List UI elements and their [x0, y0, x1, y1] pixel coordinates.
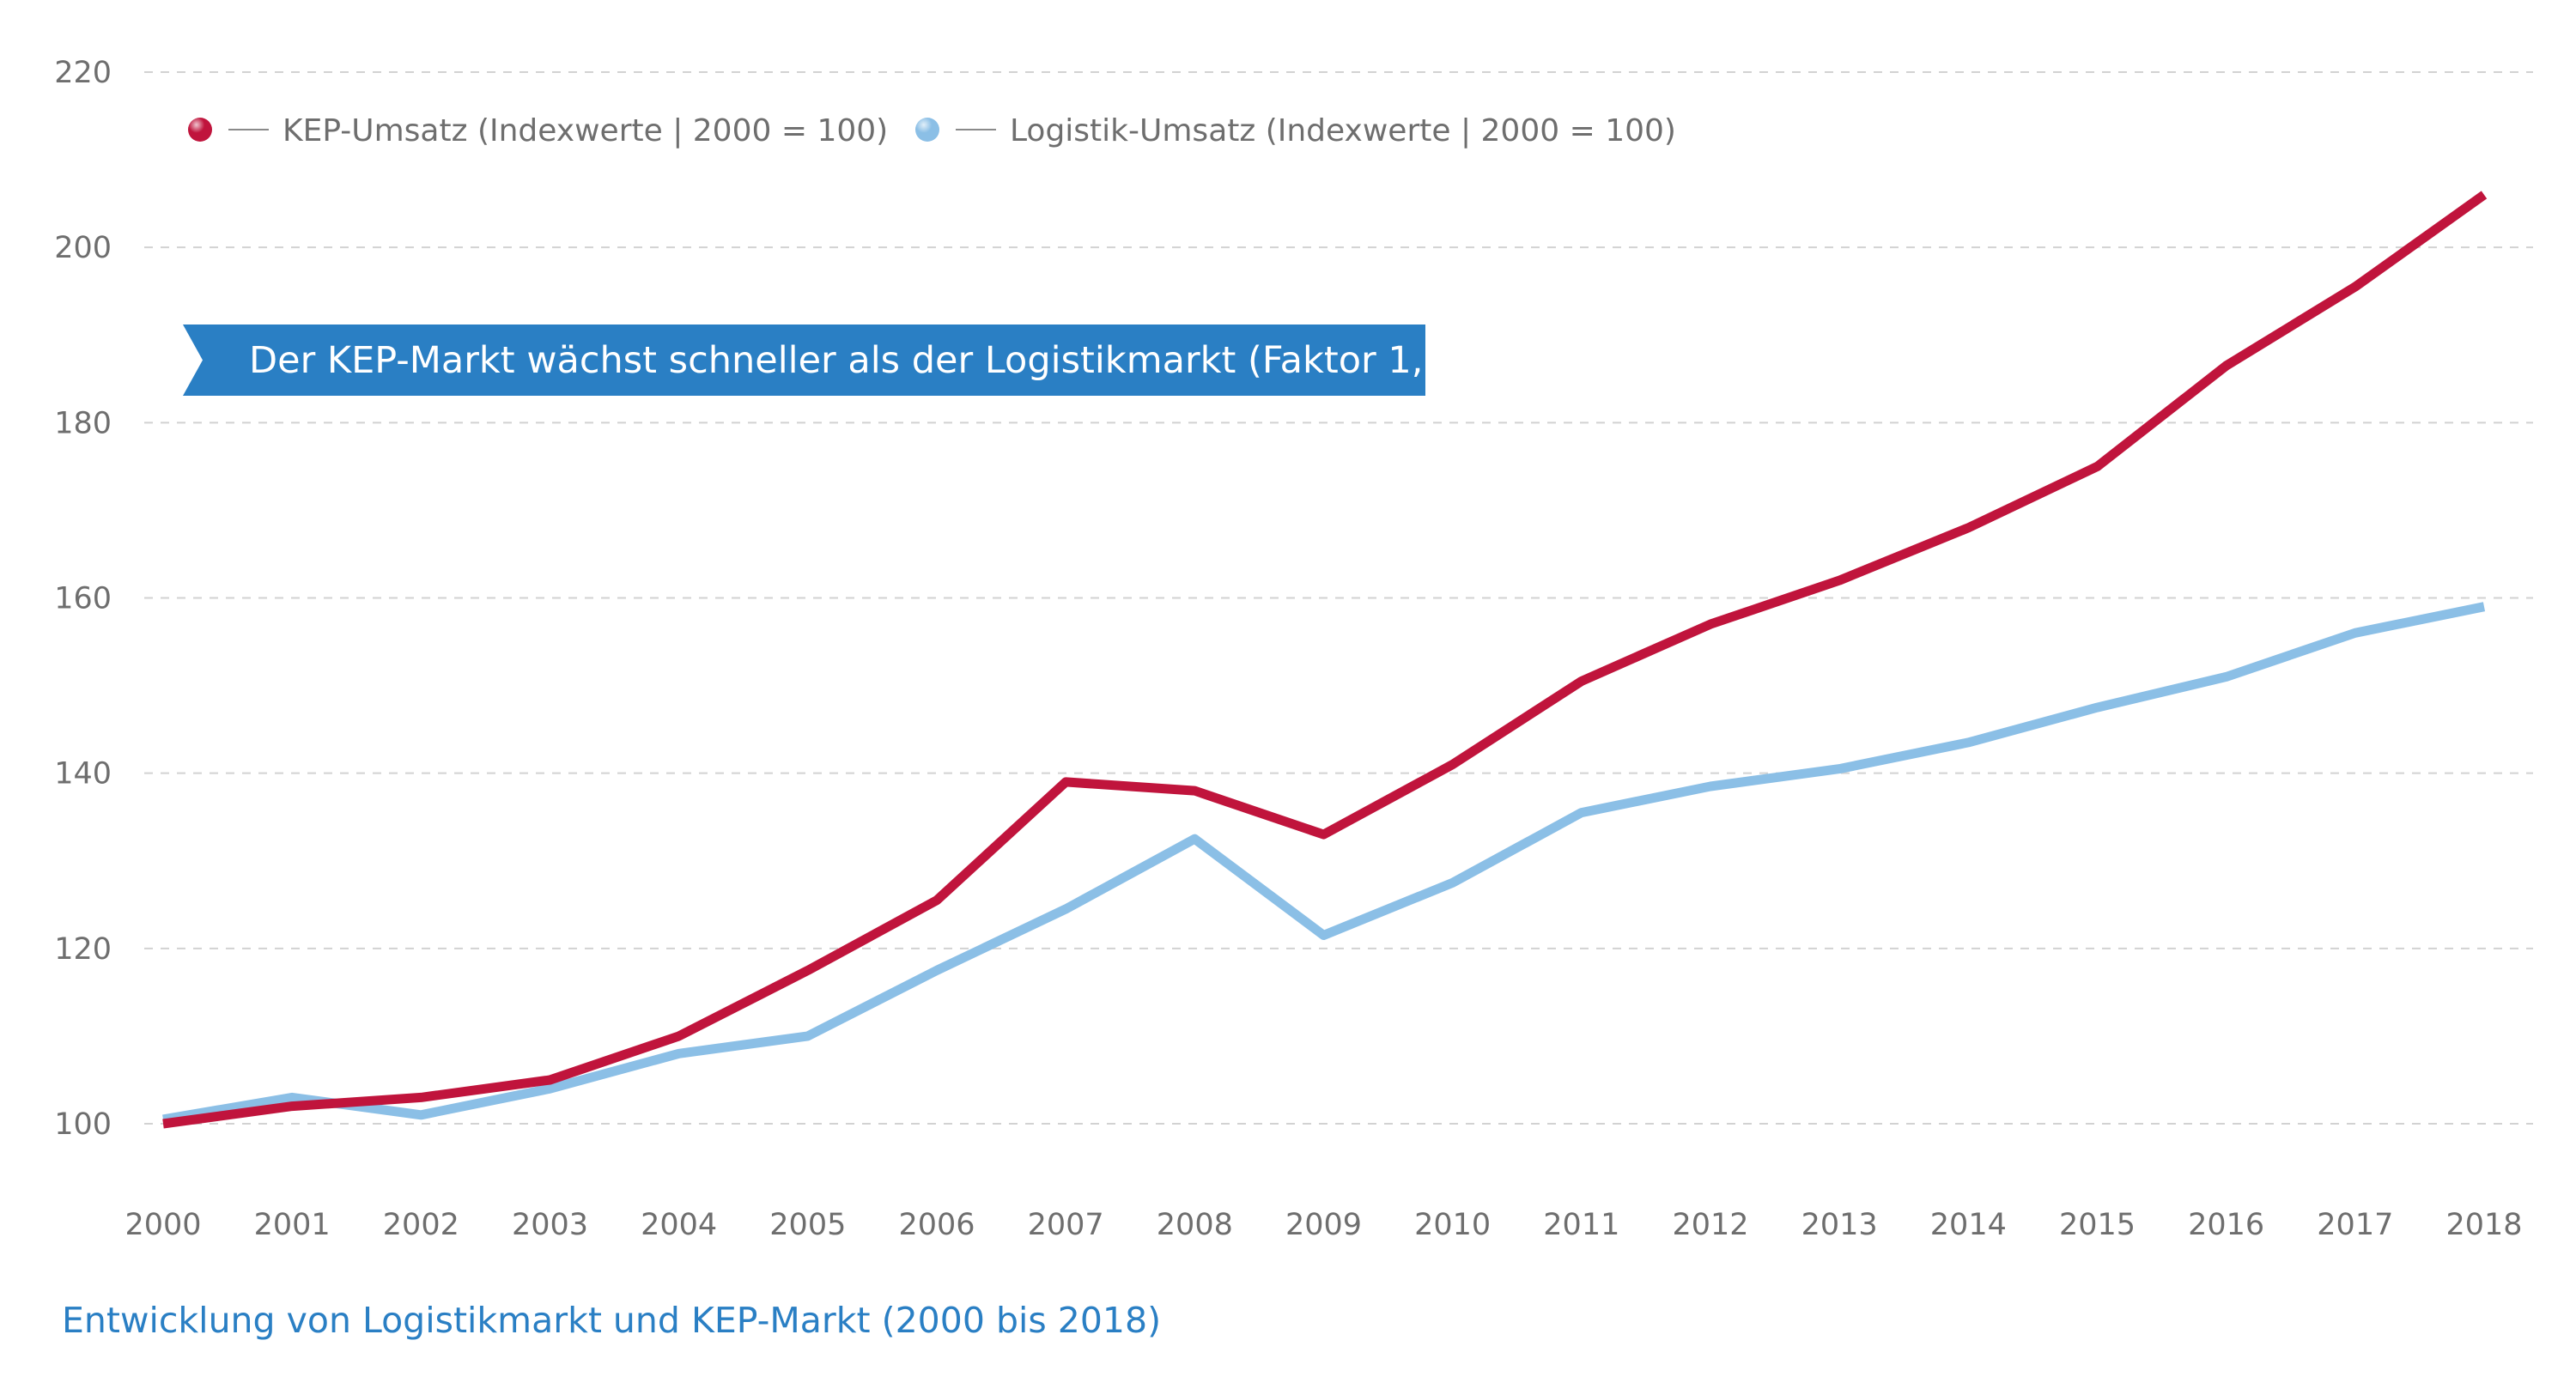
- y-tick-label: 160: [54, 582, 112, 616]
- series-line-1: [162, 602, 2486, 1125]
- legend-label: Logistik-Umsatz (Indexwerte | 2000 = 100…: [1010, 113, 1676, 149]
- x-tick-label: 2000: [125, 1208, 201, 1242]
- x-tick-label: 2016: [2188, 1208, 2264, 1242]
- series-line-0: [162, 191, 2488, 1129]
- x-tick-label: 2005: [769, 1208, 846, 1242]
- y-axis-ticks: 100 120 140 160 180 200 220: [54, 56, 112, 1142]
- annotation-banner-text: Der KEP-Markt wächst schneller als der L…: [249, 339, 1461, 382]
- x-tick-label: 2001: [254, 1208, 331, 1242]
- grid-lines: [144, 71, 2533, 1125]
- x-tick-label: 2012: [1672, 1208, 1748, 1242]
- x-tick-label: 2004: [641, 1208, 717, 1242]
- x-tick-label: 2014: [1930, 1208, 2007, 1242]
- x-tick-label: 2011: [1543, 1208, 1619, 1242]
- x-tick-label: 2018: [2445, 1208, 2522, 1242]
- y-tick-label: 220: [54, 56, 112, 90]
- x-tick-label: 2008: [1157, 1208, 1233, 1242]
- legend-label: KEP-Umsatz (Indexwerte | 2000 = 100): [283, 113, 888, 149]
- x-tick-label: 2009: [1285, 1208, 1362, 1242]
- x-tick-label: 2003: [512, 1208, 588, 1242]
- y-tick-label: 180: [54, 406, 112, 440]
- x-tick-label: 2015: [2059, 1208, 2136, 1242]
- x-tick-label: 2007: [1028, 1208, 1104, 1242]
- x-tick-label: 2013: [1801, 1208, 1878, 1242]
- x-tick-label: 2017: [2317, 1208, 2393, 1242]
- series-lines: [162, 191, 2488, 1129]
- x-tick-label: 2002: [383, 1208, 459, 1242]
- x-tick-label: 2010: [1414, 1208, 1491, 1242]
- legend: KEP-Umsatz (Indexwerte | 2000 = 100) Logi…: [188, 113, 1676, 149]
- legend-marker-shine: [915, 118, 939, 142]
- y-tick-label: 140: [54, 757, 112, 792]
- y-tick-label: 100: [54, 1107, 112, 1142]
- y-tick-label: 120: [54, 932, 112, 967]
- annotation-banner: Der KEP-Markt wächst schneller als der L…: [183, 324, 1461, 396]
- legend-marker-shine: [188, 118, 212, 142]
- x-axis-ticks: 2000 2001 2002 2003 2004 2005 2006 2007 2008 2009…: [125, 1208, 2522, 1242]
- x-tick-label: 2006: [898, 1208, 975, 1242]
- y-tick-label: 200: [54, 231, 112, 265]
- chart-caption: Entwicklung von Logistikmarkt und KEP-Ma…: [62, 1300, 1162, 1341]
- annotation-banner-shape: [183, 324, 1425, 396]
